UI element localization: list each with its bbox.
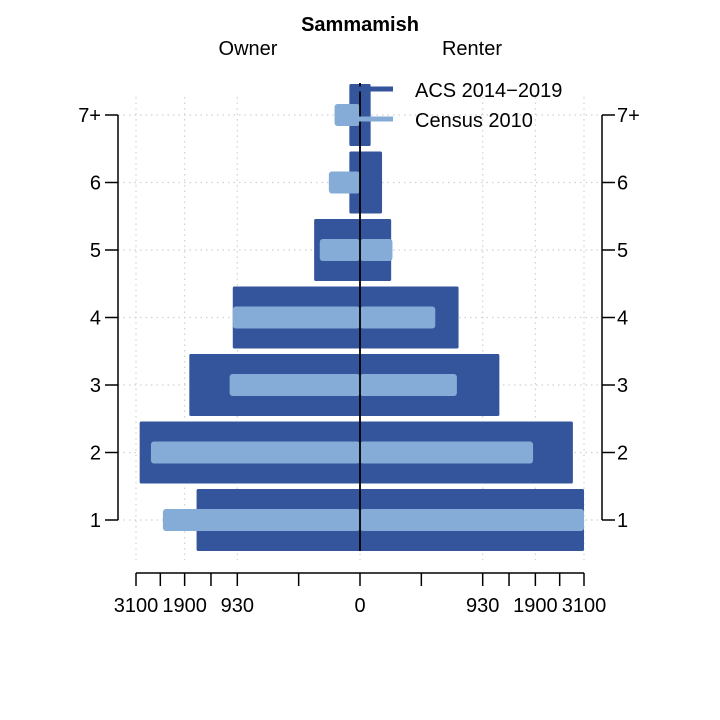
x-tick-label-3: 0: [354, 595, 365, 617]
census-bars: [150, 104, 584, 531]
left-tick-label-2: 2: [90, 443, 101, 465]
left-tick-label-3: 3: [90, 375, 101, 397]
chart-title: Sammamish: [301, 14, 419, 36]
census-renter-bar-5: [360, 239, 393, 261]
right-tick-label-1: 1: [617, 510, 628, 532]
census-owner-bar-4: [232, 306, 360, 329]
x-tick-label-4: 930: [466, 595, 499, 617]
x-tick-label-0: 3100: [114, 595, 159, 617]
left-tick-label-1: 1: [90, 510, 101, 532]
renter-label: Renter: [442, 38, 502, 60]
x-tick-label-5: 1900: [513, 595, 558, 617]
legend-census-label: Census 2010: [415, 110, 533, 132]
x-tick-label-2: 930: [221, 595, 254, 617]
acs-renter-bar-7+: [360, 84, 371, 146]
census-owner-bar-6: [328, 171, 360, 194]
right-tick-label-3: 3: [617, 375, 628, 397]
census-owner-bar-1: [162, 509, 360, 531]
legend: ACS 2014−2019 Census 2010: [350, 80, 562, 132]
x-axis: 3100 1900 930 0 930 1900 3100: [114, 572, 607, 617]
right-tick-label-7+: 7+: [617, 105, 640, 127]
census-owner-bar-2: [150, 441, 360, 464]
right-tick-label-6: 6: [617, 173, 628, 195]
left-tick-label-6: 6: [90, 173, 101, 195]
left-tick-label-4: 4: [90, 308, 101, 330]
x-tick-label-1: 1900: [162, 595, 207, 617]
right-tick-label-2: 2: [617, 443, 628, 465]
left-y-axis: 1 2 3 4 5 6 7+: [78, 105, 119, 532]
census-renter-bar-3: [360, 374, 457, 396]
acs-renter-bar-6: [360, 151, 383, 214]
census-owner-bar-5: [319, 239, 360, 261]
x-tick-label-6: 3100: [562, 595, 607, 617]
census-owner-bar-3: [229, 374, 360, 396]
census-owner-bar-7+: [334, 104, 360, 126]
left-tick-label-7+: 7+: [78, 105, 101, 127]
census-renter-bar-2: [360, 441, 534, 464]
legend-acs-label: ACS 2014−2019: [415, 80, 562, 102]
owner-label: Owner: [219, 38, 278, 60]
right-y-axis: 1 2 3 4 5 6 7+: [601, 105, 640, 532]
census-renter-bar-4: [360, 306, 436, 329]
left-tick-label-5: 5: [90, 240, 101, 262]
right-tick-label-4: 4: [617, 308, 628, 330]
right-tick-label-5: 5: [617, 240, 628, 262]
census-renter-bar-1: [360, 509, 584, 531]
